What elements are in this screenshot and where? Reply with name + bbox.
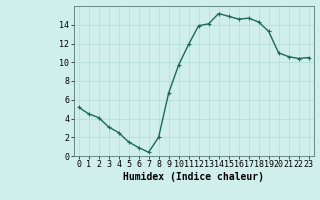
X-axis label: Humidex (Indice chaleur): Humidex (Indice chaleur)	[123, 172, 264, 182]
